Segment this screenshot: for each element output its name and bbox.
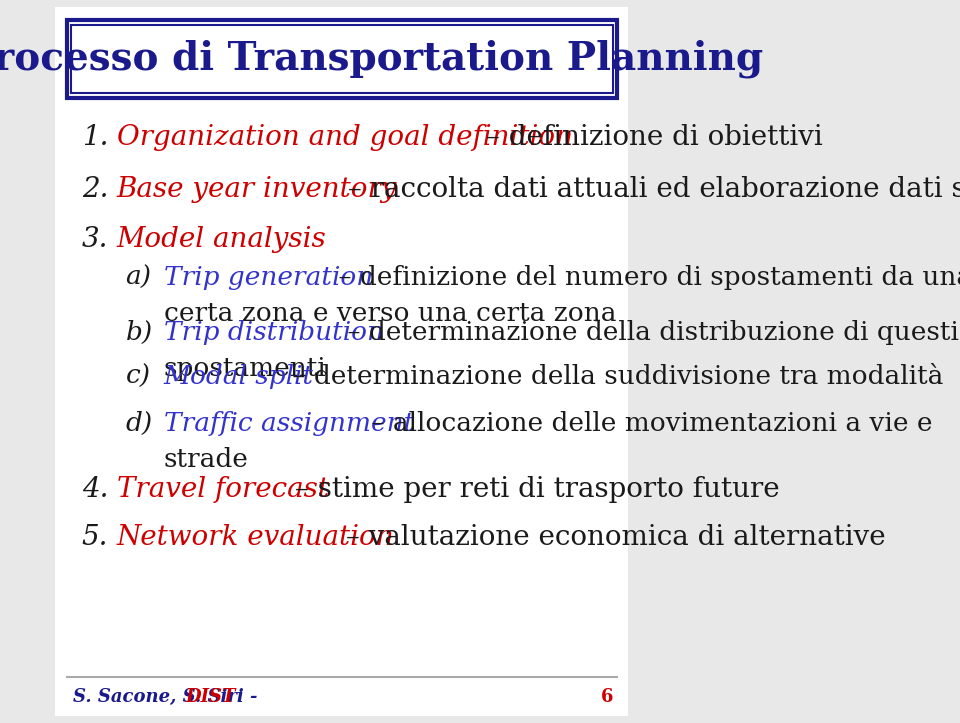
Text: – determinazione della suddivisione tra modalità: – determinazione della suddivisione tra …	[284, 364, 943, 389]
Text: – valutazione economica di alternative: – valutazione economica di alternative	[337, 524, 886, 551]
Text: 3.: 3.	[82, 226, 108, 252]
Text: Travel forecast: Travel forecast	[117, 476, 328, 502]
Text: Model analysis: Model analysis	[117, 226, 326, 252]
Text: – allocazione delle movimentazioni a vie e: – allocazione delle movimentazioni a vie…	[363, 411, 932, 436]
Text: 4.: 4.	[82, 476, 108, 502]
Text: 5.: 5.	[82, 524, 108, 551]
Text: DIST: DIST	[185, 688, 235, 706]
Text: spostamenti: spostamenti	[163, 356, 326, 381]
FancyBboxPatch shape	[56, 7, 629, 716]
Text: certa zona e verso una certa zona: certa zona e verso una certa zona	[163, 301, 616, 327]
Text: Organization and goal definition: Organization and goal definition	[117, 124, 573, 151]
FancyBboxPatch shape	[71, 25, 613, 93]
Text: 6: 6	[601, 688, 613, 706]
Text: S. Sacone, S. Siri -: S. Sacone, S. Siri -	[73, 688, 264, 706]
FancyBboxPatch shape	[67, 20, 616, 98]
Text: b): b)	[126, 320, 153, 345]
Text: Network evaluation: Network evaluation	[117, 524, 395, 551]
Text: Il processo di Transportation Planning: Il processo di Transportation Planning	[0, 39, 763, 78]
Text: – definizione del numero di spostamenti da una: – definizione del numero di spostamenti …	[330, 265, 960, 291]
Text: Trip distribution: Trip distribution	[163, 320, 384, 345]
Text: a): a)	[126, 265, 152, 291]
Text: – stime per reti di trasporto future: – stime per reti di trasporto future	[286, 476, 780, 502]
Text: – determinazione della distribuzione di questi: – determinazione della distribuzione di …	[339, 320, 959, 345]
Text: 1.: 1.	[82, 124, 108, 151]
Text: c): c)	[126, 364, 151, 389]
Text: – definizione di obiettivi: – definizione di obiettivi	[477, 124, 824, 151]
Text: 2.: 2.	[82, 176, 108, 202]
Text: Traffic assignment: Traffic assignment	[163, 411, 414, 436]
Text: d): d)	[126, 411, 153, 436]
Text: strade: strade	[163, 447, 249, 472]
Text: Base year inventory: Base year inventory	[117, 176, 397, 202]
Text: Modal split: Modal split	[163, 364, 314, 389]
Text: Trip generation: Trip generation	[163, 265, 372, 291]
Text: – raccolta dati attuali ed elaborazione dati storici: – raccolta dati attuali ed elaborazione …	[340, 176, 960, 202]
